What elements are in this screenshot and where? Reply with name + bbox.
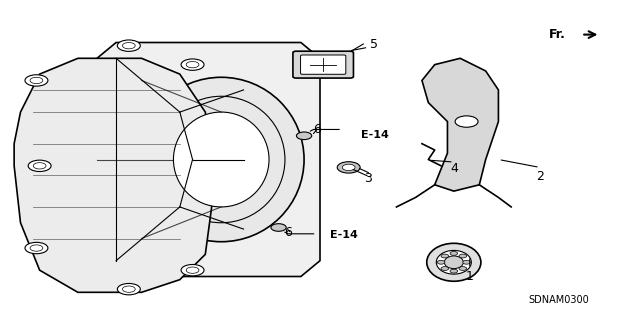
- Text: 5: 5: [370, 38, 378, 51]
- Text: Fr.: Fr.: [548, 28, 565, 41]
- Circle shape: [271, 224, 286, 231]
- Circle shape: [441, 254, 449, 258]
- Circle shape: [455, 116, 478, 127]
- Circle shape: [441, 267, 449, 271]
- Circle shape: [437, 260, 445, 264]
- Text: SDNAM0300: SDNAM0300: [529, 295, 589, 305]
- Circle shape: [181, 264, 204, 276]
- Ellipse shape: [444, 256, 463, 269]
- Text: E-14: E-14: [330, 230, 357, 241]
- Circle shape: [342, 164, 355, 171]
- Circle shape: [459, 254, 467, 258]
- Ellipse shape: [173, 112, 269, 207]
- Text: 6: 6: [313, 123, 321, 136]
- PathPatch shape: [14, 58, 212, 292]
- FancyBboxPatch shape: [293, 51, 353, 78]
- Text: 2: 2: [536, 170, 544, 183]
- Circle shape: [463, 260, 470, 264]
- Circle shape: [181, 59, 204, 70]
- Ellipse shape: [138, 77, 304, 242]
- Circle shape: [117, 284, 140, 295]
- Ellipse shape: [436, 250, 471, 274]
- Circle shape: [450, 251, 458, 255]
- Text: 4: 4: [450, 162, 458, 175]
- Circle shape: [296, 132, 312, 140]
- Circle shape: [25, 242, 48, 254]
- Circle shape: [28, 160, 51, 172]
- Text: 3: 3: [364, 172, 372, 185]
- Circle shape: [117, 40, 140, 51]
- PathPatch shape: [97, 42, 320, 277]
- Ellipse shape: [427, 243, 481, 281]
- PathPatch shape: [422, 58, 499, 191]
- Text: 1: 1: [466, 270, 474, 283]
- Circle shape: [25, 75, 48, 86]
- Circle shape: [337, 162, 360, 173]
- Text: E-14: E-14: [362, 130, 389, 140]
- Circle shape: [459, 267, 467, 271]
- Text: 6: 6: [284, 226, 292, 239]
- FancyBboxPatch shape: [301, 55, 346, 74]
- Circle shape: [450, 269, 458, 273]
